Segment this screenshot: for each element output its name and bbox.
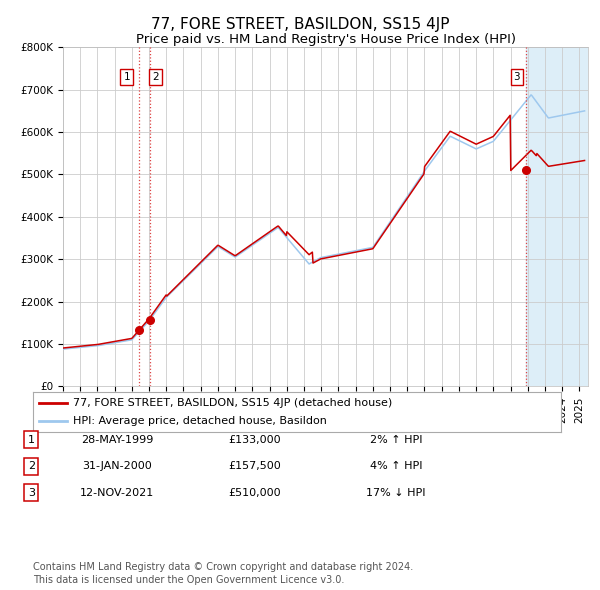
Text: 1: 1 [28,435,35,444]
Text: 31-JAN-2000: 31-JAN-2000 [82,461,152,471]
Text: £133,000: £133,000 [229,435,281,444]
Text: 3: 3 [514,72,520,82]
Text: 28-MAY-1999: 28-MAY-1999 [81,435,153,444]
Text: £157,500: £157,500 [229,461,281,471]
Text: 77, FORE STREET, BASILDON, SS15 4JP (detached house): 77, FORE STREET, BASILDON, SS15 4JP (det… [73,398,392,408]
Title: Price paid vs. HM Land Registry's House Price Index (HPI): Price paid vs. HM Land Registry's House … [136,33,515,46]
Text: 2: 2 [28,461,35,471]
Text: 2% ↑ HPI: 2% ↑ HPI [370,435,422,444]
Text: 4% ↑ HPI: 4% ↑ HPI [370,461,422,471]
Text: 1: 1 [124,72,130,82]
Text: Contains HM Land Registry data © Crown copyright and database right 2024.
This d: Contains HM Land Registry data © Crown c… [33,562,413,585]
Text: 12-NOV-2021: 12-NOV-2021 [80,488,154,497]
Text: 3: 3 [28,488,35,497]
Bar [526,47,588,386]
Text: 2: 2 [152,72,159,82]
Text: 77, FORE STREET, BASILDON, SS15 4JP: 77, FORE STREET, BASILDON, SS15 4JP [151,17,449,31]
Text: 17% ↓ HPI: 17% ↓ HPI [366,488,426,497]
Text: HPI: Average price, detached house, Basildon: HPI: Average price, detached house, Basi… [73,417,326,427]
Text: £510,000: £510,000 [229,488,281,497]
